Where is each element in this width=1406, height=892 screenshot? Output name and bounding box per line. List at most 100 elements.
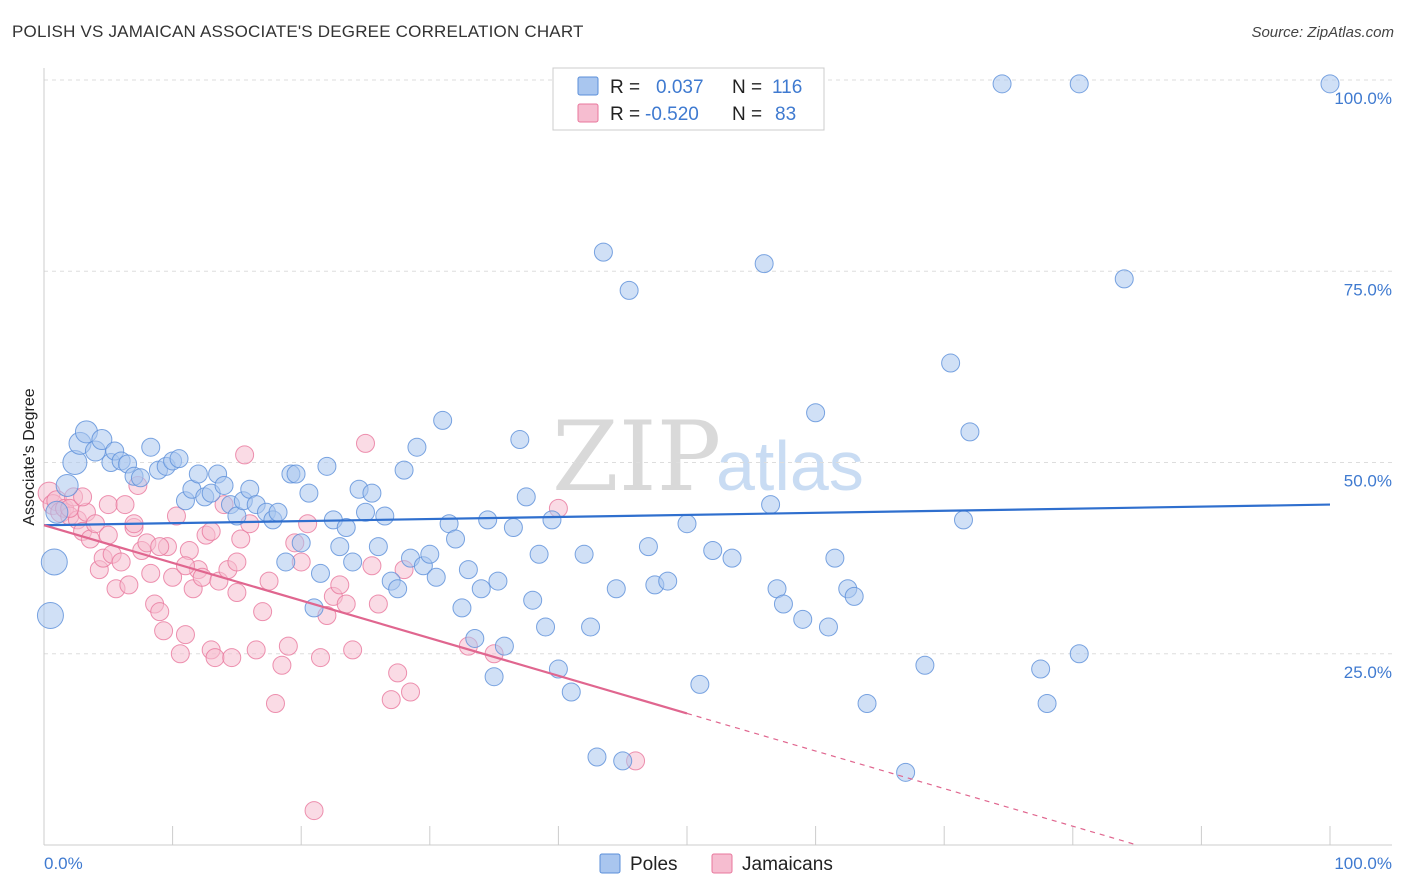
poles-point [188,464,208,484]
poles-point [1114,269,1134,289]
poles-point [613,751,633,771]
poles-point [793,609,813,629]
poles-n-label: N = [732,77,762,98]
jamaicans-point [222,648,242,668]
gridlines [44,79,1392,655]
poles-point [446,529,466,549]
poles-point [503,518,523,538]
y-tick-label-50: 50.0% [1344,472,1392,491]
poles-point [343,552,363,572]
poles-point [91,429,113,451]
jamaicans-point [227,583,247,603]
y-tick-label-75: 75.0% [1344,280,1392,299]
jamaicans-point [278,636,298,656]
poles-point [458,560,478,580]
y-axis-title: Associate's Degree [21,388,38,525]
x-tick-label-max: 100.0% [1334,854,1392,873]
poles-point [523,590,543,610]
jamaicans-trend-extension [686,712,1138,846]
jamaicans-point [150,537,170,557]
jamaicans-point [356,433,375,453]
jamaicans-point [304,801,324,821]
poles-point [754,254,774,274]
poles-point [362,483,382,503]
poles-point [286,464,306,484]
y-tick-label-100: 100.0% [1334,89,1392,108]
jamaicans-point [201,521,221,541]
poles-point [510,430,530,450]
jamaicans-point [227,552,247,572]
poles-point [606,579,626,599]
poles-r-value: 0.037 [656,77,704,98]
poles-point [953,510,973,530]
poles-point [1069,644,1089,664]
poles-point [465,628,485,648]
poles-point [471,579,491,599]
jamaicans-point [175,625,195,645]
jamaicans-point [362,556,382,576]
poles-point [452,598,472,618]
poles-point [130,468,150,488]
poles-point [45,500,69,524]
poles-point [722,548,742,568]
poles-point [407,437,427,457]
jamaicans-point [272,655,292,675]
jamaicans-point [150,602,170,622]
watermark-zip: ZIP [552,401,721,513]
jamaicans-point [154,621,174,641]
x-axis-ticks [43,826,1331,845]
jamaicans-point [401,682,421,702]
poles-legend-swatch [577,76,599,96]
jamaicans-point [163,567,183,587]
jamaicans-point [115,495,135,515]
poles-point [915,655,935,675]
chart-title: POLISH VS JAMAICAN ASSOCIATE'S DEGREE CO… [12,22,584,41]
poles-point [426,567,446,587]
jamaicans-n-label: N = [732,104,762,125]
jamaicans-point [235,445,255,465]
poles-point [1031,659,1051,679]
jamaicans-trend-line [43,524,688,715]
poles-point [529,544,549,564]
poles-point [844,586,864,606]
jamaicans-point [205,648,225,668]
poles-point [488,571,508,591]
poles-point [825,548,845,568]
jamaicans-point [111,552,131,572]
poles-point [375,506,395,526]
poles-point [141,437,161,457]
jamaicans-point [73,487,93,507]
jamaicans-n-value: 83 [775,104,796,125]
poles-point [658,571,678,591]
poles-series-swatch [599,853,621,874]
poles-point [356,502,375,522]
poles-point [433,410,453,430]
jamaicans-point [259,571,279,591]
source-label: Source: ZipAtlas.com [1251,24,1394,41]
poles-point [516,487,536,507]
jamaicans-point [98,495,118,515]
jamaicans-point [336,594,356,614]
y-tick-labels: 25.0% 50.0% 75.0% 100.0% [1334,89,1392,682]
jamaicans-r-label: R = [610,104,640,125]
poles-point [896,762,916,782]
poles-point [1069,74,1089,94]
poles-point [317,456,337,476]
poles-point [336,518,356,538]
poles-point [857,693,877,713]
jamaicans-r-value: -0.520 [645,104,699,125]
jamaicans-point [265,693,285,713]
jamaicans-point [381,690,401,710]
poles-point [574,544,594,564]
poles-point [806,403,826,423]
poles-point [40,548,68,576]
poles-r-label: R = [610,77,640,98]
poles-point [941,353,961,373]
poles-point [368,537,388,557]
watermark-atlas: atlas [716,427,864,505]
poles-point [818,617,838,637]
poles-point [581,617,601,637]
trend-lines [43,503,1331,846]
poles-point [536,617,556,637]
